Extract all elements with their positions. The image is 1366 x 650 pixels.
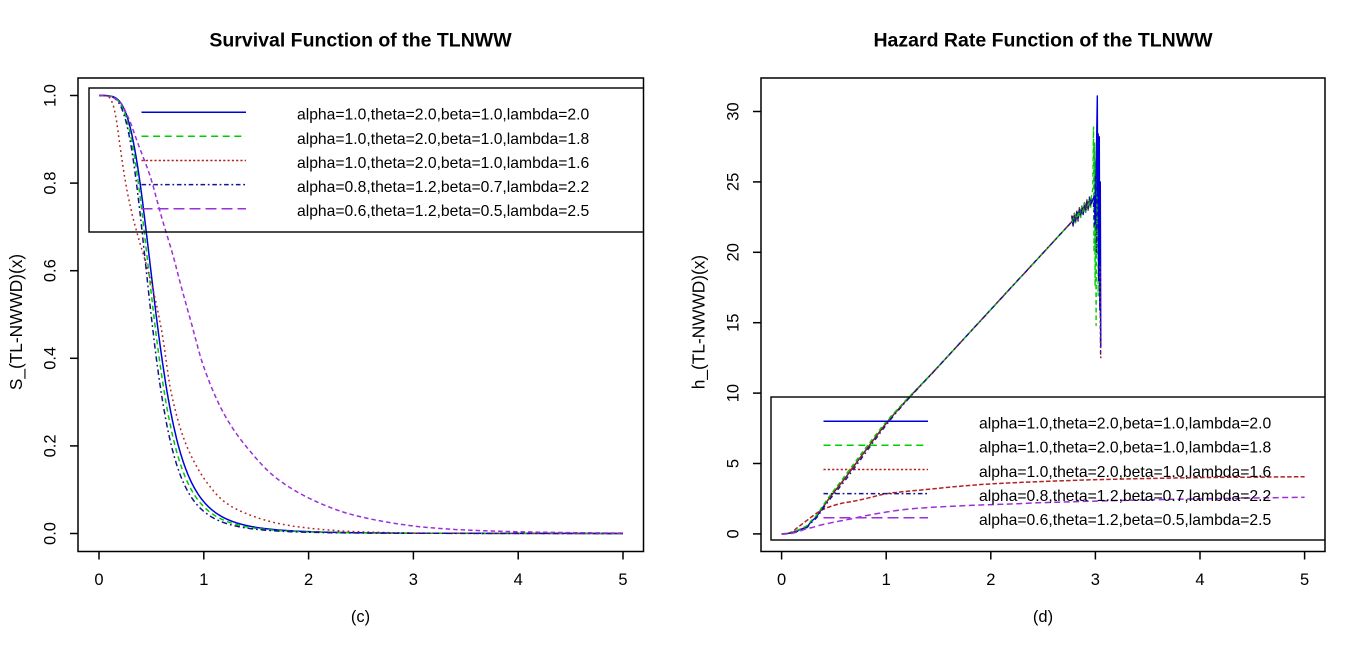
svg-text:S_(TL-NWWD)(x): S_(TL-NWWD)(x)	[6, 254, 26, 390]
svg-text:0: 0	[777, 571, 786, 589]
svg-text:0.0: 0.0	[42, 522, 60, 545]
svg-text:alpha=1.0,theta=2.0,beta=1.0,l: alpha=1.0,theta=2.0,beta=1.0,lambda=1.8	[297, 131, 589, 148]
svg-text:15: 15	[725, 314, 743, 332]
svg-text:0.4: 0.4	[42, 347, 60, 370]
svg-text:5: 5	[1300, 571, 1309, 589]
svg-text:alpha=1.0,theta=2.0,beta=1.0,l: alpha=1.0,theta=2.0,beta=1.0,lambda=2.0	[297, 107, 589, 124]
svg-text:3: 3	[409, 571, 418, 589]
svg-text:Hazard Rate Function of the TL: Hazard Rate Function of the TLNWW	[873, 30, 1213, 52]
svg-text:2: 2	[304, 571, 313, 589]
svg-text:h_(TL-NWWD)(x): h_(TL-NWWD)(x)	[689, 255, 709, 389]
svg-text:0: 0	[725, 529, 743, 538]
svg-text:2: 2	[986, 571, 995, 589]
svg-text:5: 5	[618, 571, 627, 589]
svg-text:alpha=0.8,theta=1.2,beta=0.7,l: alpha=0.8,theta=1.2,beta=0.7,lambda=2.2	[979, 488, 1271, 505]
svg-text:20: 20	[725, 243, 743, 261]
svg-text:5: 5	[725, 459, 743, 468]
svg-text:alpha=1.0,theta=2.0,beta=1.0,l: alpha=1.0,theta=2.0,beta=1.0,lambda=2.0	[979, 416, 1271, 433]
svg-text:alpha=1.0,theta=2.0,beta=1.0,l: alpha=1.0,theta=2.0,beta=1.0,lambda=1.6	[979, 464, 1271, 481]
svg-text:(c): (c)	[351, 608, 370, 626]
svg-text:0: 0	[94, 571, 103, 589]
svg-text:30: 30	[725, 102, 743, 120]
svg-text:Survival Function of the TLNWW: Survival Function of the TLNWW	[209, 30, 512, 52]
svg-text:alpha=0.8,theta=1.2,beta=0.7,l: alpha=0.8,theta=1.2,beta=0.7,lambda=2.2	[297, 179, 589, 196]
svg-text:1.0: 1.0	[42, 84, 60, 107]
svg-text:0.6: 0.6	[42, 259, 60, 282]
svg-text:1: 1	[882, 571, 891, 589]
svg-text:1: 1	[199, 571, 208, 589]
svg-text:alpha=0.6,theta=1.2,beta=0.5,l: alpha=0.6,theta=1.2,beta=0.5,lambda=2.5	[979, 512, 1271, 529]
svg-text:(d): (d)	[1033, 608, 1053, 626]
svg-text:3: 3	[1091, 571, 1100, 589]
svg-text:25: 25	[725, 173, 743, 191]
svg-text:alpha=1.0,theta=2.0,beta=1.0,l: alpha=1.0,theta=2.0,beta=1.0,lambda=1.8	[979, 440, 1271, 457]
svg-text:alpha=0.6,theta=1.2,beta=0.5,l: alpha=0.6,theta=1.2,beta=0.5,lambda=2.5	[297, 203, 589, 220]
svg-text:4: 4	[1195, 571, 1204, 589]
svg-text:0.8: 0.8	[42, 172, 60, 195]
svg-text:0.2: 0.2	[42, 434, 60, 457]
svg-text:alpha=1.0,theta=2.0,beta=1.0,l: alpha=1.0,theta=2.0,beta=1.0,lambda=1.6	[297, 155, 589, 172]
svg-text:4: 4	[514, 571, 523, 589]
svg-text:10: 10	[725, 384, 743, 402]
